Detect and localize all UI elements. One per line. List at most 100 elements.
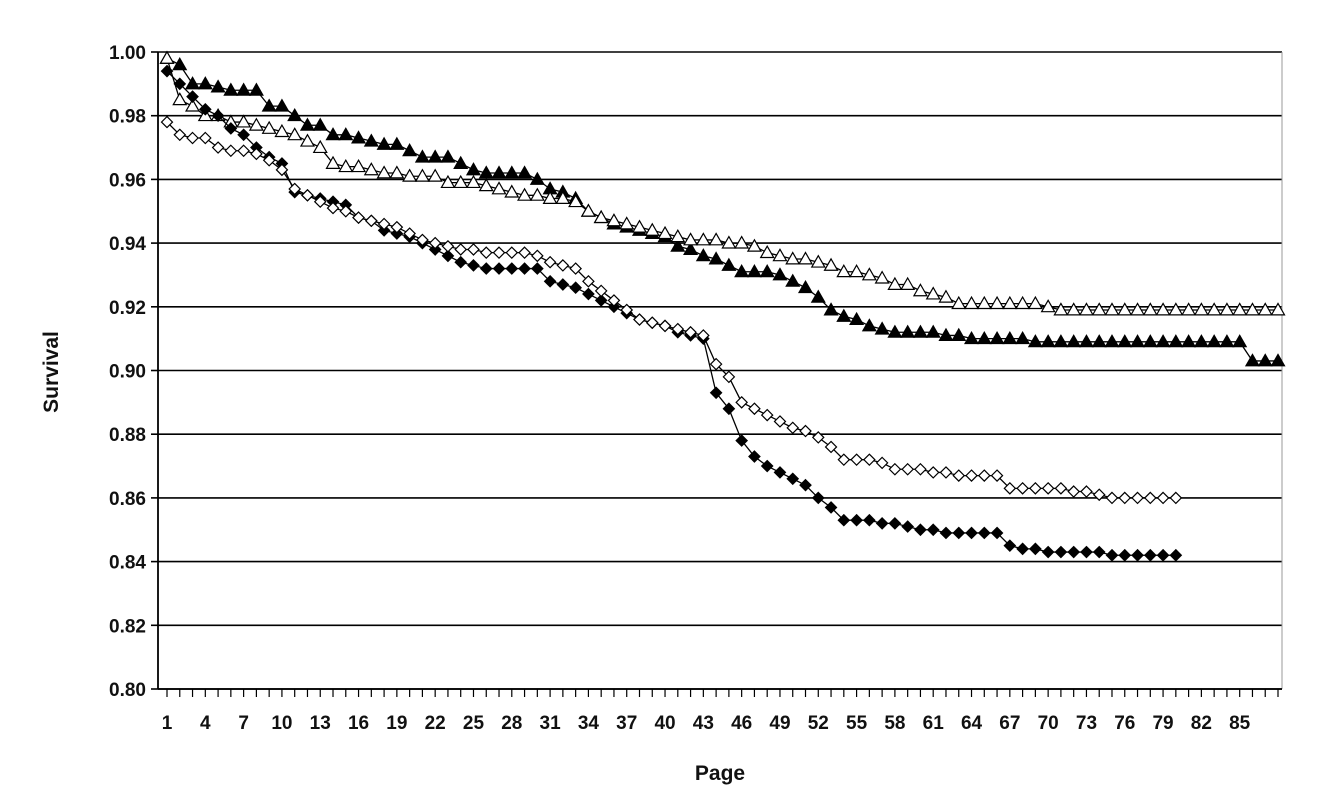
data-point xyxy=(542,190,558,204)
data-point xyxy=(1206,302,1222,316)
data-point xyxy=(287,107,303,122)
x-tick-label: 28 xyxy=(501,713,522,734)
data-point xyxy=(797,279,814,294)
data-point xyxy=(326,201,340,215)
data-point xyxy=(186,90,199,103)
data-point xyxy=(734,264,750,278)
data-point xyxy=(250,147,263,161)
series-line xyxy=(166,57,1278,362)
data-point xyxy=(248,117,264,131)
data-point xyxy=(556,278,570,291)
data-point xyxy=(377,217,391,231)
data-point xyxy=(210,79,226,93)
x-tick-label: 73 xyxy=(1076,713,1097,734)
data-point xyxy=(1105,491,1119,505)
data-point xyxy=(901,520,915,533)
y-tick-label: 0.92 xyxy=(109,298,146,319)
data-point xyxy=(887,324,903,338)
data-point xyxy=(1169,548,1183,562)
data-point xyxy=(695,248,711,262)
data-point xyxy=(1219,302,1235,316)
data-point xyxy=(989,330,1005,345)
y-tick-label: 1.00 xyxy=(109,43,146,64)
data-point xyxy=(746,264,762,278)
data-point xyxy=(1155,302,1171,316)
data-point xyxy=(427,168,443,182)
data-point xyxy=(1168,334,1184,348)
data-point xyxy=(772,248,788,262)
x-tick-label: 61 xyxy=(923,713,945,734)
data-point xyxy=(389,165,405,179)
data-point xyxy=(505,246,519,259)
data-point xyxy=(261,120,277,134)
data-point xyxy=(912,324,928,338)
data-point xyxy=(440,174,456,189)
data-point xyxy=(236,114,252,128)
data-point xyxy=(1066,302,1082,316)
data-point xyxy=(939,466,953,479)
data-point xyxy=(952,526,966,540)
data-point xyxy=(224,144,238,158)
x-tick-label: 10 xyxy=(271,713,292,734)
data-point xyxy=(339,204,353,218)
x-tick-label: 70 xyxy=(1038,713,1059,734)
data-point xyxy=(1040,299,1056,313)
x-tick-label: 82 xyxy=(1191,713,1212,734)
data-point xyxy=(1091,302,1107,316)
data-point xyxy=(1078,302,1094,316)
data-point xyxy=(1003,539,1017,553)
data-point xyxy=(773,415,787,428)
data-point xyxy=(440,149,456,163)
data-point xyxy=(670,229,686,243)
data-point xyxy=(620,303,634,317)
data-point xyxy=(1142,334,1158,348)
data-point xyxy=(160,115,174,129)
data-point xyxy=(799,424,812,438)
data-point xyxy=(325,127,341,141)
data-point xyxy=(172,92,188,106)
data-point xyxy=(951,327,967,341)
data-point xyxy=(441,239,455,253)
data-point xyxy=(1104,302,1120,316)
data-point xyxy=(722,370,736,384)
data-point xyxy=(683,241,699,255)
data-point xyxy=(823,257,839,271)
data-point xyxy=(351,130,367,144)
data-point xyxy=(683,232,699,246)
data-point xyxy=(1168,302,1184,316)
data-point xyxy=(1181,334,1197,348)
y-tick-label: 0.86 xyxy=(109,489,146,510)
data-point xyxy=(1053,302,1069,316)
series-triangle-filled xyxy=(159,50,1286,367)
data-point xyxy=(1040,334,1056,348)
data-point xyxy=(325,155,341,169)
data-point xyxy=(976,330,992,345)
data-point xyxy=(963,330,980,345)
x-tick-labels: 1 4 7 10 13 16 19 22 25 28 31 34 37 40 43 46 49 52 55 58 61 6… xyxy=(162,713,1251,734)
data-point xyxy=(1029,542,1042,556)
x-tick-label: 34 xyxy=(578,713,600,734)
series-triangle-open xyxy=(159,50,1286,316)
data-point xyxy=(722,402,736,416)
data-point xyxy=(1181,302,1197,316)
data-point xyxy=(1016,542,1029,556)
data-point xyxy=(518,246,531,259)
data-point xyxy=(850,513,863,527)
data-point xyxy=(1270,302,1286,316)
data-point xyxy=(938,289,954,303)
data-point xyxy=(491,181,507,195)
x-tick-label: 58 xyxy=(884,713,905,734)
data-point xyxy=(478,165,494,179)
data-point xyxy=(543,255,557,269)
data-point xyxy=(186,131,199,145)
data-point xyxy=(760,459,774,473)
data-point xyxy=(1041,482,1055,495)
data-point xyxy=(1080,485,1093,498)
data-point xyxy=(389,136,405,150)
data-point xyxy=(517,165,533,179)
data-point xyxy=(644,222,660,236)
data-point xyxy=(594,294,608,307)
data-point xyxy=(670,238,686,252)
data-point xyxy=(925,286,941,300)
data-point xyxy=(198,102,212,116)
